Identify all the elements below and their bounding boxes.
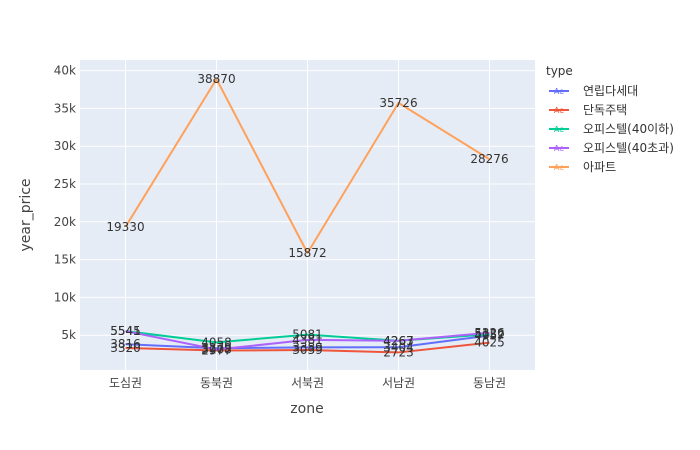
y-tick-label: 35k xyxy=(54,101,76,115)
data-label: 3039 xyxy=(292,343,323,357)
data-label: 15872 xyxy=(288,246,326,260)
legend-item[interactable]: Ae 연립다세대 xyxy=(549,84,638,98)
data-label: 4263 xyxy=(383,334,414,348)
data-label: 3279 xyxy=(201,341,232,355)
x-tick-label: 동북권 xyxy=(200,376,233,390)
y-tick-label: 30k xyxy=(54,139,76,153)
legend-label: 아파트 xyxy=(583,160,616,174)
data-label: 3320 xyxy=(110,341,141,355)
gridlines xyxy=(80,60,535,370)
legend-label: 오피스텔(40초과) xyxy=(583,141,674,155)
series-line xyxy=(125,330,490,351)
legend: type Ae 연립다세대 Ae 단독주택 Ae 오피스텔(40이하) Ae 오피스텔(40초… xyxy=(546,64,674,174)
x-axis-ticks: 도심권 동북권 서북권 서남권 동남권 xyxy=(109,376,506,390)
x-tick-label: 동남권 xyxy=(473,376,506,390)
y-tick-label: 20k xyxy=(54,215,76,229)
legend-marker-text: Ae xyxy=(554,125,564,134)
y-axis-ticks: 5k 10k 15k 20k 25k 30k 35k 40k xyxy=(54,64,76,343)
legend-item[interactable]: Ae 아파트 xyxy=(549,160,616,174)
x-tick-label: 도심권 xyxy=(109,376,142,390)
y-tick-label: 5k xyxy=(61,328,76,342)
legend-label: 단독주택 xyxy=(583,103,627,117)
data-label: 19330 xyxy=(106,220,144,234)
legend-marker-text: Ae xyxy=(554,87,564,96)
data-label: 28276 xyxy=(470,152,508,166)
data-label: 3816 xyxy=(110,337,141,351)
series-lines xyxy=(124,78,491,354)
series-line xyxy=(125,341,490,354)
data-label: 4957 xyxy=(474,329,505,343)
data-label: 4058 xyxy=(201,335,232,349)
legend-title: type xyxy=(546,64,573,78)
data-label: 4025 xyxy=(474,336,505,350)
data-label: 4381 xyxy=(292,333,323,347)
x-axis-title: zone xyxy=(290,401,323,417)
y-tick-label: 25k xyxy=(54,177,76,191)
legend-item[interactable]: Ae 오피스텔(40초과) xyxy=(549,141,674,155)
legend-label: 오피스텔(40이하) xyxy=(583,122,674,136)
legend-items: Ae 연립다세대 Ae 단독주택 Ae 오피스텔(40이하) Ae 오피스텔(40초과) Ae 아… xyxy=(549,84,674,174)
y-tick-label: 10k xyxy=(54,290,76,304)
data-label: 5326 xyxy=(474,326,505,340)
legend-marker-text: Ae xyxy=(554,106,564,115)
legend-marker-text: Ae xyxy=(554,144,564,153)
data-label: 35726 xyxy=(379,96,417,110)
x-tick-label: 서북권 xyxy=(291,376,324,390)
series-line xyxy=(124,78,491,255)
legend-item[interactable]: Ae 단독주택 xyxy=(549,103,627,117)
data-label: 3404 xyxy=(383,340,414,354)
y-axis-title: year_price xyxy=(18,178,34,251)
data-labels: 3816 3279 3389 3404 4957 3320 2977 3039 2723 4025… xyxy=(106,72,508,359)
data-label: 3108 xyxy=(201,343,232,357)
data-label: 3389 xyxy=(292,340,323,354)
series-line xyxy=(125,334,490,350)
y-tick-label: 40k xyxy=(54,64,76,78)
data-label: 5081 xyxy=(292,328,323,342)
data-label: 5132 xyxy=(474,327,505,341)
data-label: 4267 xyxy=(383,334,414,348)
y-tick-label: 15k xyxy=(54,253,76,267)
data-label: 5541 xyxy=(110,324,141,338)
data-label: 38870 xyxy=(197,72,235,86)
legend-item[interactable]: Ae 오피스텔(40이하) xyxy=(549,122,674,136)
x-tick-label: 서남권 xyxy=(382,376,415,390)
data-label: 2723 xyxy=(383,345,414,359)
data-label: 2977 xyxy=(201,344,232,358)
legend-marker-text: Ae xyxy=(554,163,564,172)
legend-label: 연립다세대 xyxy=(583,84,638,98)
data-label: 5545 xyxy=(110,324,141,338)
